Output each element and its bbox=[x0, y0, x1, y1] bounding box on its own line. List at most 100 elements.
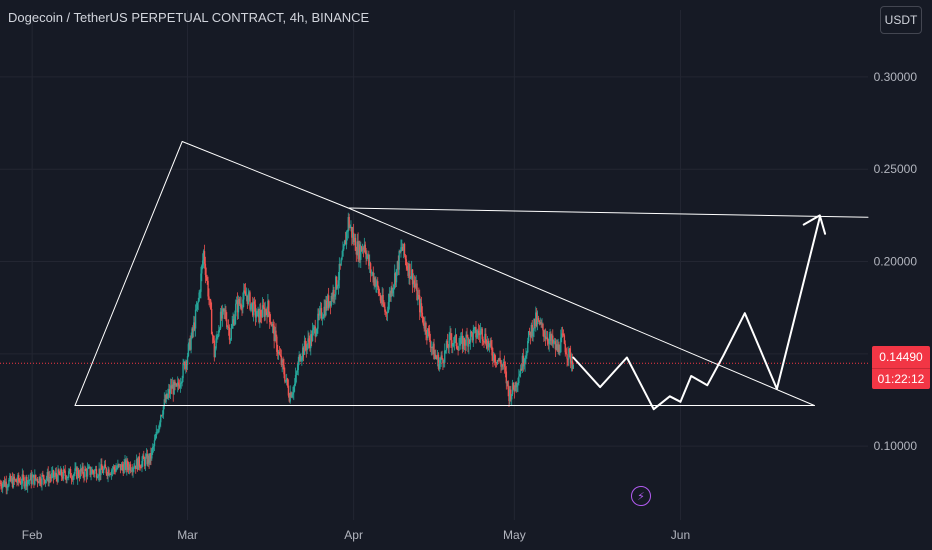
candle-body bbox=[39, 476, 41, 484]
candle bbox=[512, 382, 515, 391]
candle bbox=[48, 471, 50, 487]
candle bbox=[293, 385, 295, 401]
candle-body bbox=[341, 256, 343, 260]
candle-body bbox=[267, 300, 269, 317]
candle-body bbox=[79, 468, 82, 478]
candle-body bbox=[166, 393, 168, 399]
candle-body bbox=[363, 244, 366, 249]
candle-body bbox=[369, 263, 372, 274]
candle-body bbox=[2, 480, 5, 484]
candle-body bbox=[435, 354, 437, 357]
candle bbox=[327, 287, 330, 311]
candle-body bbox=[478, 332, 481, 336]
candle bbox=[390, 285, 392, 302]
candle bbox=[490, 337, 492, 350]
candle-body bbox=[439, 360, 441, 364]
candle-body bbox=[59, 473, 61, 476]
candle-body bbox=[339, 263, 341, 266]
candle bbox=[68, 468, 70, 481]
candle-body bbox=[220, 311, 223, 319]
candle bbox=[218, 325, 220, 338]
candle-body bbox=[157, 431, 159, 433]
candle bbox=[167, 388, 169, 400]
candle-body bbox=[494, 353, 496, 362]
candle-body bbox=[438, 363, 441, 369]
candle bbox=[159, 420, 161, 430]
candle-body bbox=[96, 477, 99, 479]
candle-body bbox=[10, 475, 12, 482]
candle-body bbox=[288, 395, 291, 402]
candle bbox=[114, 465, 116, 475]
candle-body bbox=[162, 406, 165, 415]
candle bbox=[74, 462, 76, 477]
candle-body bbox=[46, 472, 49, 479]
candle-body bbox=[380, 300, 383, 303]
candle bbox=[189, 335, 191, 351]
candle-body bbox=[62, 469, 65, 479]
candle bbox=[565, 348, 567, 355]
candle bbox=[535, 306, 537, 332]
candle bbox=[149, 453, 151, 465]
candle-body bbox=[358, 244, 360, 259]
candle-body bbox=[202, 260, 204, 266]
candle-body bbox=[449, 333, 451, 335]
candle bbox=[91, 466, 93, 474]
candle-body bbox=[500, 362, 502, 367]
candle bbox=[469, 329, 472, 350]
candle-body bbox=[43, 479, 46, 484]
candle-body bbox=[147, 455, 149, 465]
candle bbox=[405, 255, 408, 271]
candle bbox=[285, 373, 288, 386]
candle bbox=[522, 348, 525, 372]
candle-body bbox=[146, 454, 149, 465]
candle-body bbox=[505, 371, 508, 384]
candle-body bbox=[74, 468, 76, 474]
candle-body bbox=[271, 323, 274, 327]
candle-body bbox=[508, 389, 510, 402]
candle-body bbox=[337, 280, 340, 287]
candle bbox=[467, 334, 469, 353]
candle-body bbox=[552, 342, 555, 344]
candle bbox=[439, 357, 441, 370]
candle bbox=[202, 249, 205, 269]
candle-body bbox=[109, 474, 111, 476]
candle-body bbox=[124, 460, 126, 465]
candle-body bbox=[247, 293, 249, 304]
candle-body bbox=[563, 335, 566, 344]
candle-body bbox=[383, 304, 385, 307]
candle bbox=[73, 472, 75, 480]
candle bbox=[277, 349, 280, 360]
candle bbox=[84, 465, 86, 481]
candle bbox=[290, 391, 292, 399]
candle-body bbox=[436, 354, 439, 360]
candle bbox=[461, 328, 464, 354]
candle bbox=[108, 467, 110, 476]
candle bbox=[427, 325, 430, 337]
candle bbox=[130, 467, 132, 473]
candle-body bbox=[228, 327, 231, 340]
candle-body bbox=[101, 469, 104, 474]
candle bbox=[559, 344, 561, 356]
candle-body bbox=[260, 316, 263, 318]
candle-body bbox=[503, 361, 506, 368]
candle-body bbox=[195, 309, 198, 310]
candle-body bbox=[310, 334, 313, 342]
candle-body bbox=[198, 292, 200, 301]
candle-body bbox=[462, 338, 465, 350]
lightning-icon[interactable]: ⚡ bbox=[631, 486, 651, 506]
candle bbox=[56, 474, 58, 485]
candle bbox=[365, 247, 367, 265]
candle bbox=[540, 319, 542, 328]
candle-body bbox=[33, 475, 35, 485]
candle bbox=[277, 344, 279, 360]
candle-body bbox=[414, 283, 416, 288]
candle bbox=[180, 381, 182, 389]
candle bbox=[331, 292, 333, 302]
candle-body bbox=[3, 480, 6, 486]
candle-body bbox=[378, 293, 381, 295]
candle-body bbox=[457, 348, 459, 351]
candle bbox=[476, 329, 478, 339]
currency-button[interactable]: USDT bbox=[880, 6, 922, 34]
triangle-drawing[interactable] bbox=[74, 141, 869, 411]
